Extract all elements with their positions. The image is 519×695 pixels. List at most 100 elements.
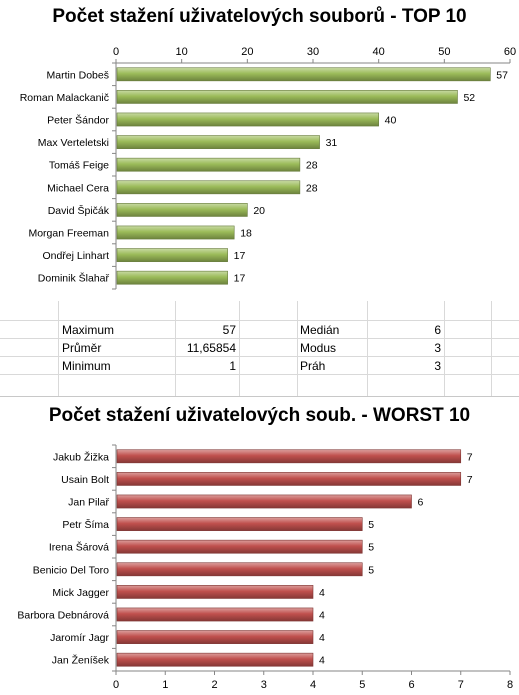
grid-line bbox=[297, 301, 298, 396]
worst10-x-tick-label: 0 bbox=[113, 679, 119, 691]
worst10-data-label: 4 bbox=[319, 632, 325, 644]
top10-category-label: Martin Dobeš bbox=[47, 69, 109, 81]
top10-bar bbox=[116, 112, 379, 127]
minimum-value: 1 bbox=[229, 359, 236, 373]
worst10-bar bbox=[116, 449, 462, 464]
worst10-bar bbox=[116, 494, 412, 509]
top10-bar bbox=[116, 248, 228, 262]
prah-label: Práh bbox=[300, 359, 326, 373]
top10-category-label: Dominik Šlahař bbox=[38, 272, 110, 285]
worst10-data-label: 4 bbox=[319, 587, 325, 599]
top10-x-tick-label: 10 bbox=[176, 46, 188, 58]
top10-category-label: Morgan Freeman bbox=[28, 228, 109, 240]
worst10-data-label: 5 bbox=[368, 564, 374, 576]
top10-x-tick-label: 0 bbox=[113, 46, 119, 58]
worst10-chart-title: Počet stažení uživatelových soub. - WORS… bbox=[48, 405, 471, 426]
worst10-x-tick-label: 3 bbox=[261, 679, 267, 691]
top10-bar bbox=[116, 135, 320, 149]
top10-category-label: Ondřej Linhart bbox=[42, 250, 109, 262]
worst10-category-label: Petr Šíma bbox=[62, 518, 109, 531]
grid-line bbox=[175, 301, 176, 396]
top10-category-label: Peter Šándor bbox=[47, 114, 109, 127]
worst10-category-label: Jakub Žižka bbox=[53, 450, 109, 463]
top10-bar bbox=[116, 157, 301, 172]
top10-data-label: 57 bbox=[496, 69, 508, 81]
worst10-x-tick-label: 4 bbox=[310, 679, 316, 691]
top10-data-label: 28 bbox=[306, 160, 318, 172]
modus-label: Modus bbox=[300, 341, 337, 355]
worst10-chart: Počet stažení uživatelových soub. - WORS… bbox=[0, 396, 519, 695]
top10-data-label: 28 bbox=[306, 182, 318, 194]
top10-data-label: 40 bbox=[385, 115, 397, 127]
top10-category-label: David Špičák bbox=[48, 204, 110, 217]
top10-data-label: 18 bbox=[240, 228, 252, 240]
worst10-x-tick-label: 7 bbox=[458, 679, 464, 691]
top10-x-tick-label: 20 bbox=[241, 46, 253, 58]
top10-category-label: Michael Cera bbox=[47, 182, 109, 194]
worst10-bar bbox=[116, 472, 462, 486]
worst10-x-tick-label: 2 bbox=[211, 679, 217, 691]
grid-line bbox=[239, 301, 240, 396]
top10-data-label: 31 bbox=[326, 137, 338, 149]
worst10-category-label: Barbora Debnárová bbox=[17, 610, 109, 622]
worst10-data-label: 6 bbox=[418, 497, 424, 509]
worst10-data-label: 7 bbox=[467, 474, 473, 486]
worst10-x-tick-label: 8 bbox=[507, 679, 513, 691]
worst10-data-label: 4 bbox=[319, 610, 325, 622]
top10-bar bbox=[116, 180, 301, 195]
top10-data-label: 52 bbox=[463, 92, 475, 104]
top10-category-label: Tomáš Feige bbox=[49, 160, 109, 172]
grid-line bbox=[491, 301, 492, 396]
prah-value: 3 bbox=[434, 359, 441, 373]
top10-bar bbox=[116, 90, 458, 104]
worst10-bar bbox=[116, 517, 363, 531]
top10-chart: Počet stažení uživatelových souborů - TO… bbox=[0, 0, 519, 301]
maximum-label: Maximum bbox=[62, 323, 115, 337]
worst10-data-label: 5 bbox=[368, 519, 374, 531]
worst10-category-label: Irena Šárová bbox=[49, 541, 109, 554]
grid-line bbox=[367, 301, 368, 396]
grid-line bbox=[0, 356, 519, 357]
top10-bar bbox=[116, 225, 235, 240]
top10-bar bbox=[116, 203, 248, 217]
median-value: 6 bbox=[434, 323, 441, 337]
grid-line bbox=[0, 338, 519, 339]
prumer-label: Průměr bbox=[62, 341, 102, 355]
top10-data-label: 17 bbox=[234, 250, 246, 262]
grid-line bbox=[0, 374, 519, 375]
worst10-bar bbox=[116, 562, 363, 577]
worst10-data-label: 5 bbox=[368, 542, 374, 554]
top10-bar bbox=[116, 270, 228, 285]
top10-x-tick-label: 50 bbox=[438, 46, 450, 58]
median-label: Medián bbox=[300, 323, 340, 337]
worst10-category-label: Mick Jagger bbox=[52, 587, 109, 599]
top10-data-label: 17 bbox=[234, 273, 246, 285]
top10-category-label: Roman Malackanič bbox=[20, 92, 109, 104]
stats-table: Maximum 57 Medián 6 Průměr 11,65854 Modu… bbox=[0, 301, 519, 396]
grid-line bbox=[444, 301, 445, 396]
top10-bar bbox=[116, 67, 491, 82]
top10-data-label: 20 bbox=[253, 205, 265, 217]
worst10-category-label: Jan Pilař bbox=[68, 497, 109, 509]
worst10-data-label: 7 bbox=[467, 451, 473, 463]
worst10-x-tick-label: 1 bbox=[162, 679, 168, 691]
grid-line bbox=[0, 320, 519, 321]
worst10-data-label: 4 bbox=[319, 655, 325, 667]
maximum-value: 57 bbox=[222, 323, 236, 337]
minimum-label: Minimum bbox=[62, 359, 111, 373]
top10-x-tick-label: 30 bbox=[307, 46, 319, 58]
worst10-bar bbox=[116, 630, 314, 644]
worst10-category-label: Benicio Del Toro bbox=[33, 564, 109, 576]
top10-category-label: Max Verteletski bbox=[38, 137, 109, 149]
worst10-bar bbox=[116, 607, 314, 622]
grid-line bbox=[58, 301, 59, 396]
worst10-x-tick-label: 6 bbox=[408, 679, 414, 691]
modus-value: 3 bbox=[434, 341, 441, 355]
worst10-bar bbox=[116, 539, 363, 554]
prumer-value: 11,65854 bbox=[186, 341, 236, 355]
worst10-category-label: Jaromír Jagr bbox=[50, 632, 109, 644]
top10-chart-svg: 0 10 20 30 40 50 60 Martin Dobeš 57 Roman Malacka… bbox=[20, 46, 516, 290]
worst10-category-label: Usain Bolt bbox=[61, 474, 109, 486]
worst10-chart-svg: 0 1 2 3 4 5 6 7 8 Jakub Žižka 7 Usain Bolt 7 Jan Pila… bbox=[17, 444, 513, 691]
top10-chart-title: Počet stažení uživatelových souborů - TO… bbox=[52, 6, 467, 27]
